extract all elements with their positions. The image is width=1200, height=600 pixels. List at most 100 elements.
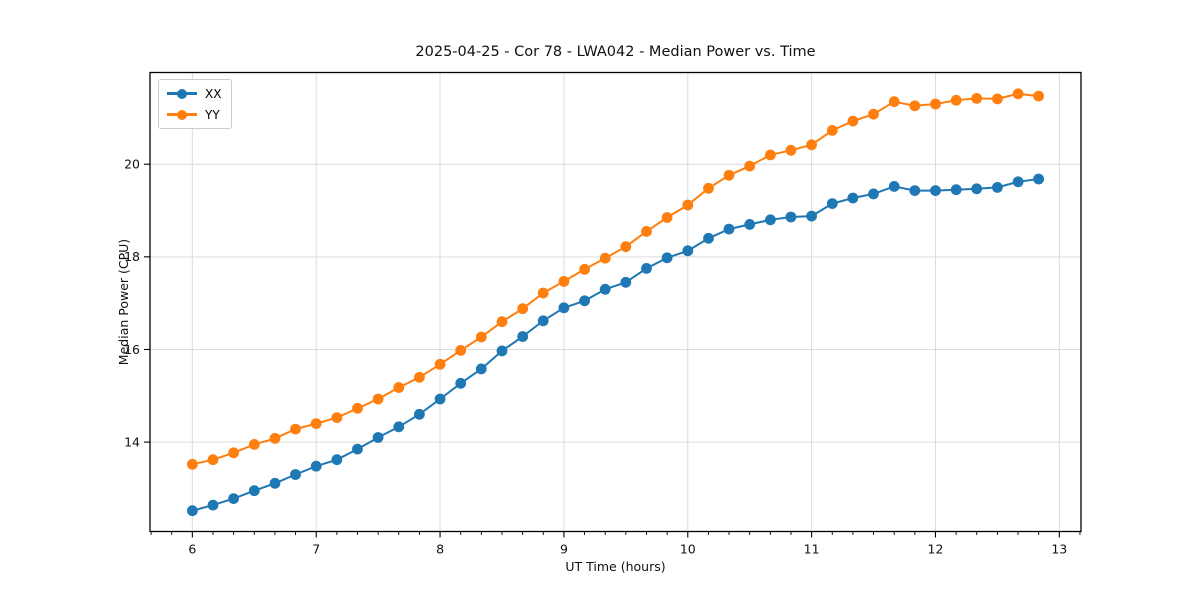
legend-item-xx[interactable]: XX bbox=[167, 85, 221, 102]
data-point-yy bbox=[372, 393, 384, 405]
x-tick-label: 11 bbox=[804, 542, 820, 557]
data-point-xx bbox=[393, 421, 405, 433]
series-line-yy bbox=[192, 92, 1039, 466]
data-point-yy bbox=[248, 439, 260, 450]
x-tick-label: 10 bbox=[680, 542, 696, 557]
data-point-yy bbox=[310, 418, 322, 429]
legend-label-yy: YY bbox=[205, 107, 220, 122]
data-point-yy bbox=[187, 458, 198, 470]
data-point-xx bbox=[785, 211, 797, 223]
data-point-xx bbox=[352, 443, 363, 455]
data-point-xx bbox=[806, 210, 817, 222]
data-point-xx bbox=[537, 315, 549, 327]
data-point-xx bbox=[909, 185, 921, 197]
data-point-yy bbox=[207, 454, 219, 466]
data-point-xx bbox=[868, 188, 879, 200]
data-point-yy bbox=[496, 316, 508, 328]
x-tick-label: 12 bbox=[928, 542, 944, 557]
data-point-xx bbox=[723, 223, 735, 235]
data-point-xx bbox=[290, 469, 301, 480]
data-point-xx bbox=[475, 363, 487, 375]
y-tick-label: 18 bbox=[124, 249, 140, 264]
data-point-yy bbox=[331, 412, 343, 423]
data-point-yy bbox=[806, 139, 817, 151]
data-point-xx bbox=[992, 182, 1003, 193]
data-point-xx bbox=[1012, 176, 1024, 188]
data-point-xx bbox=[765, 214, 776, 226]
data-point-yy bbox=[290, 423, 301, 435]
chart-title: 2025-04-25 - Cor 78 - LWA042 - Median Po… bbox=[415, 44, 816, 60]
data-point-yy bbox=[785, 144, 797, 156]
data-point-yy bbox=[352, 402, 363, 414]
data-point-xx bbox=[207, 499, 219, 511]
data-point-xx bbox=[455, 377, 467, 389]
data-point-xx bbox=[414, 408, 425, 420]
data-point-yy bbox=[744, 160, 756, 172]
data-point-yy bbox=[930, 98, 941, 110]
data-point-xx bbox=[496, 345, 508, 357]
data-point-xx bbox=[372, 432, 384, 443]
data-point-xx bbox=[661, 252, 673, 264]
data-point-yy bbox=[455, 345, 467, 356]
data-point-xx bbox=[599, 283, 611, 295]
yy-line-marker-icon bbox=[167, 108, 197, 122]
y-tick-label: 14 bbox=[124, 434, 140, 449]
data-point-yy bbox=[269, 433, 281, 444]
data-point-yy bbox=[765, 149, 776, 161]
data-point-xx bbox=[228, 493, 240, 504]
data-point-yy bbox=[434, 358, 446, 370]
x-tick-label: 9 bbox=[560, 542, 568, 557]
data-point-yy bbox=[826, 124, 838, 136]
data-point-yy bbox=[1012, 88, 1024, 100]
data-point-xx bbox=[1033, 173, 1044, 185]
x-tick-label: 13 bbox=[1051, 542, 1067, 557]
y-tick-label: 16 bbox=[124, 342, 140, 357]
data-point-yy bbox=[599, 252, 611, 264]
data-point-yy bbox=[950, 94, 962, 106]
data-point-yy bbox=[868, 108, 879, 120]
y-axis-label: Median Power (CPU) bbox=[116, 238, 131, 366]
data-point-yy bbox=[228, 447, 240, 459]
y-tick-label: 20 bbox=[124, 157, 140, 172]
data-point-yy bbox=[703, 182, 714, 194]
data-point-xx bbox=[331, 454, 343, 466]
data-point-xx bbox=[703, 232, 714, 244]
data-point-yy bbox=[579, 263, 590, 275]
data-point-yy bbox=[558, 276, 570, 287]
series-line-xx bbox=[192, 178, 1039, 512]
data-point-xx bbox=[579, 295, 590, 307]
data-point-yy bbox=[661, 212, 673, 223]
data-point-xx bbox=[971, 183, 983, 195]
data-point-yy bbox=[414, 371, 425, 383]
data-point-yy bbox=[475, 331, 487, 343]
data-point-yy bbox=[971, 93, 983, 104]
legend-item-yy[interactable]: YY bbox=[167, 106, 221, 123]
data-point-yy bbox=[620, 241, 632, 253]
x-tick-label: 7 bbox=[312, 542, 320, 557]
legend: XX YY bbox=[158, 79, 233, 129]
data-point-yy bbox=[909, 100, 921, 112]
data-point-yy bbox=[723, 169, 735, 181]
data-point-yy bbox=[517, 303, 529, 315]
data-point-yy bbox=[537, 287, 549, 299]
data-point-xx bbox=[434, 393, 446, 405]
data-point-xx bbox=[682, 245, 694, 257]
data-point-xx bbox=[930, 185, 941, 197]
data-point-xx bbox=[641, 263, 652, 274]
data-point-yy bbox=[888, 96, 900, 108]
data-point-yy bbox=[847, 115, 859, 127]
data-point-yy bbox=[393, 382, 405, 393]
x-tick-label: 6 bbox=[188, 542, 196, 557]
data-point-xx bbox=[558, 302, 570, 314]
data-point-xx bbox=[620, 276, 632, 288]
x-tick-label: 8 bbox=[436, 542, 444, 557]
data-point-xx bbox=[248, 485, 260, 497]
data-point-xx bbox=[888, 181, 900, 192]
legend-label-xx: XX bbox=[205, 86, 222, 101]
data-point-xx bbox=[826, 198, 838, 210]
data-point-xx bbox=[187, 505, 198, 517]
data-point-yy bbox=[641, 226, 652, 237]
data-point-yy bbox=[682, 199, 694, 211]
